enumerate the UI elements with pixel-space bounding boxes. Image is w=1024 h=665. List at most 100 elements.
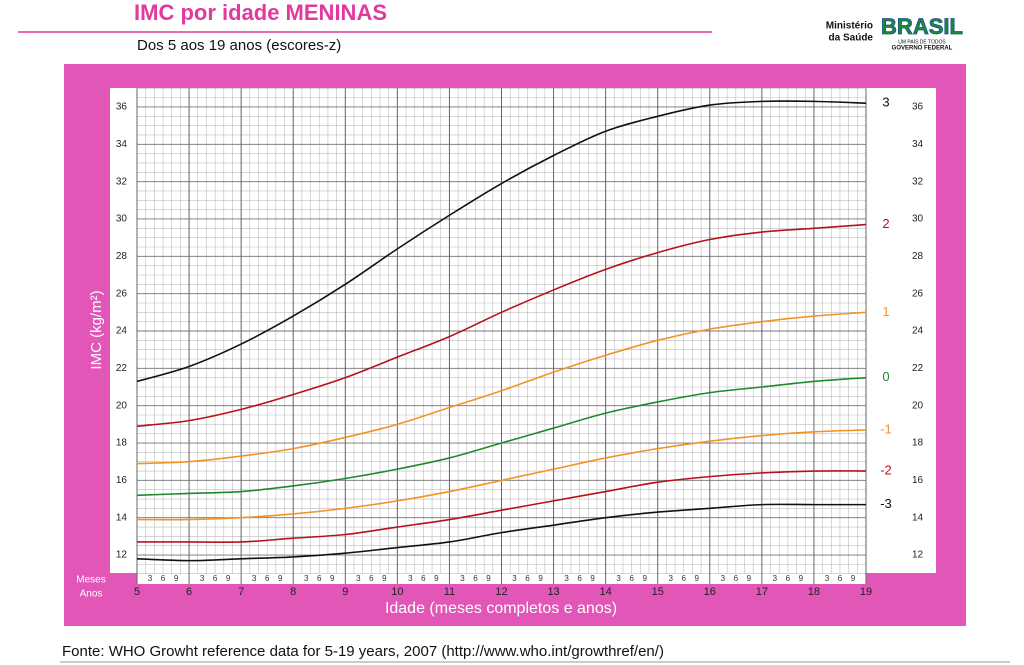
curve: [136, 429, 867, 521]
curve: [137, 470, 867, 544]
month-label: 3: [773, 574, 778, 583]
x-tick-label: 16: [704, 586, 716, 598]
logo-government: GOVERNO FEDERAL: [892, 46, 953, 52]
month-label: 6: [682, 574, 687, 583]
month-label: 6: [577, 574, 582, 583]
y-tick-label: 22: [116, 363, 128, 374]
curve: [136, 311, 867, 465]
y-tick-label: 32: [116, 176, 128, 187]
month-label: 6: [265, 574, 270, 583]
series-label: 3: [882, 95, 889, 110]
y-tick-label: 28: [912, 251, 924, 262]
y-tick-label: 32: [912, 176, 924, 187]
y-tick-label: 22: [912, 363, 924, 374]
series-label: 2: [882, 216, 889, 231]
series-label: -1: [880, 421, 892, 436]
logo-slogan: UM PAÍS DE TODOS: [898, 38, 946, 45]
month-label: 9: [590, 574, 595, 583]
y-tick-label: 14: [116, 512, 128, 523]
month-label: 9: [174, 574, 179, 583]
chart-title: IMC por idade MENINAS: [134, 0, 387, 25]
curve: [136, 376, 867, 497]
month-label: 3: [564, 574, 569, 583]
month-label: 3: [408, 574, 413, 583]
month-label: 3: [721, 574, 726, 583]
y-axis-label: IMC (kg/m²): [88, 290, 105, 369]
row-label: Anos: [80, 589, 103, 600]
row-label: Meses: [76, 575, 105, 586]
month-label: 6: [734, 574, 739, 583]
x-axis-label: Idade (meses completos e anos): [385, 600, 617, 617]
month-label: 6: [838, 574, 843, 583]
plot-panel: [110, 88, 936, 573]
x-tick-label: 9: [342, 586, 348, 598]
month-label: 3: [304, 574, 309, 583]
logo-ministry: da Saúde: [829, 33, 874, 44]
y-tick-label: 28: [116, 251, 128, 262]
month-label: 9: [799, 574, 804, 583]
month-label: 6: [369, 574, 374, 583]
y-tick-label: 20: [912, 400, 924, 411]
month-label: 3: [616, 574, 621, 583]
y-tick-label: 34: [912, 139, 924, 150]
y-tick-label: 34: [116, 139, 128, 150]
x-tick-label: 12: [495, 586, 507, 598]
month-label: 3: [669, 574, 674, 583]
month-label: 3: [825, 574, 830, 583]
curve: [136, 100, 867, 383]
month-label: 6: [629, 574, 634, 583]
y-tick-label: 14: [912, 512, 924, 523]
y-tick-label: 36: [116, 102, 128, 113]
month-label: 9: [226, 574, 231, 583]
month-label: 3: [252, 574, 257, 583]
month-label: 9: [642, 574, 647, 583]
y-tick-label: 26: [912, 288, 924, 299]
month-label: 9: [538, 574, 543, 583]
series-label: 1: [882, 304, 889, 319]
month-label: 9: [278, 574, 283, 583]
series-label: 0: [882, 369, 889, 384]
y-tick-label: 16: [116, 475, 128, 486]
month-label: 9: [434, 574, 439, 583]
month-label: 9: [486, 574, 491, 583]
month-label: 6: [786, 574, 791, 583]
x-tick-label: 18: [808, 586, 820, 598]
y-tick-label: 30: [912, 214, 924, 225]
source-note: Fonte: WHO Growht reference data for 5-1…: [62, 643, 664, 660]
y-tick-label: 20: [116, 400, 128, 411]
x-tick-label: 6: [186, 586, 192, 598]
series-label: -2: [880, 462, 892, 477]
y-tick-label: 16: [912, 475, 924, 486]
x-tick-label: 15: [652, 586, 664, 598]
month-label: 9: [382, 574, 387, 583]
chart-subtitle: Dos 5 aos 19 anos (escores-z): [137, 37, 341, 54]
x-tick-label: 13: [547, 586, 559, 598]
logo-ministry: Ministério: [826, 21, 873, 32]
y-tick-label: 12: [912, 550, 924, 561]
month-label: 6: [317, 574, 322, 583]
month-label: 3: [512, 574, 517, 583]
logo: Ministério da Saúde BRASIL UM PAÍS DE TO…: [826, 13, 964, 52]
series-label: -3: [880, 496, 892, 511]
x-tick-label: 7: [238, 586, 244, 598]
logo-brand: BRASIL: [881, 14, 963, 39]
month-label: 6: [421, 574, 426, 583]
month-label: 6: [161, 574, 166, 583]
month-label: 3: [356, 574, 361, 583]
x-tick-label: 14: [600, 586, 612, 598]
month-label: 9: [695, 574, 700, 583]
x-tick-label: 8: [290, 586, 296, 598]
month-label: 6: [213, 574, 218, 583]
month-label: 3: [148, 574, 153, 583]
y-tick-label: 18: [116, 438, 128, 449]
y-tick-label: 18: [912, 438, 924, 449]
month-label: 6: [525, 574, 530, 583]
x-tick-label: 5: [134, 586, 140, 598]
month-label: 9: [330, 574, 335, 583]
x-tick-label: 11: [444, 586, 455, 598]
x-tick-label: 10: [391, 586, 403, 598]
curve: [136, 503, 866, 562]
x-tick-label: 17: [756, 586, 768, 598]
month-label: 6: [473, 574, 478, 583]
